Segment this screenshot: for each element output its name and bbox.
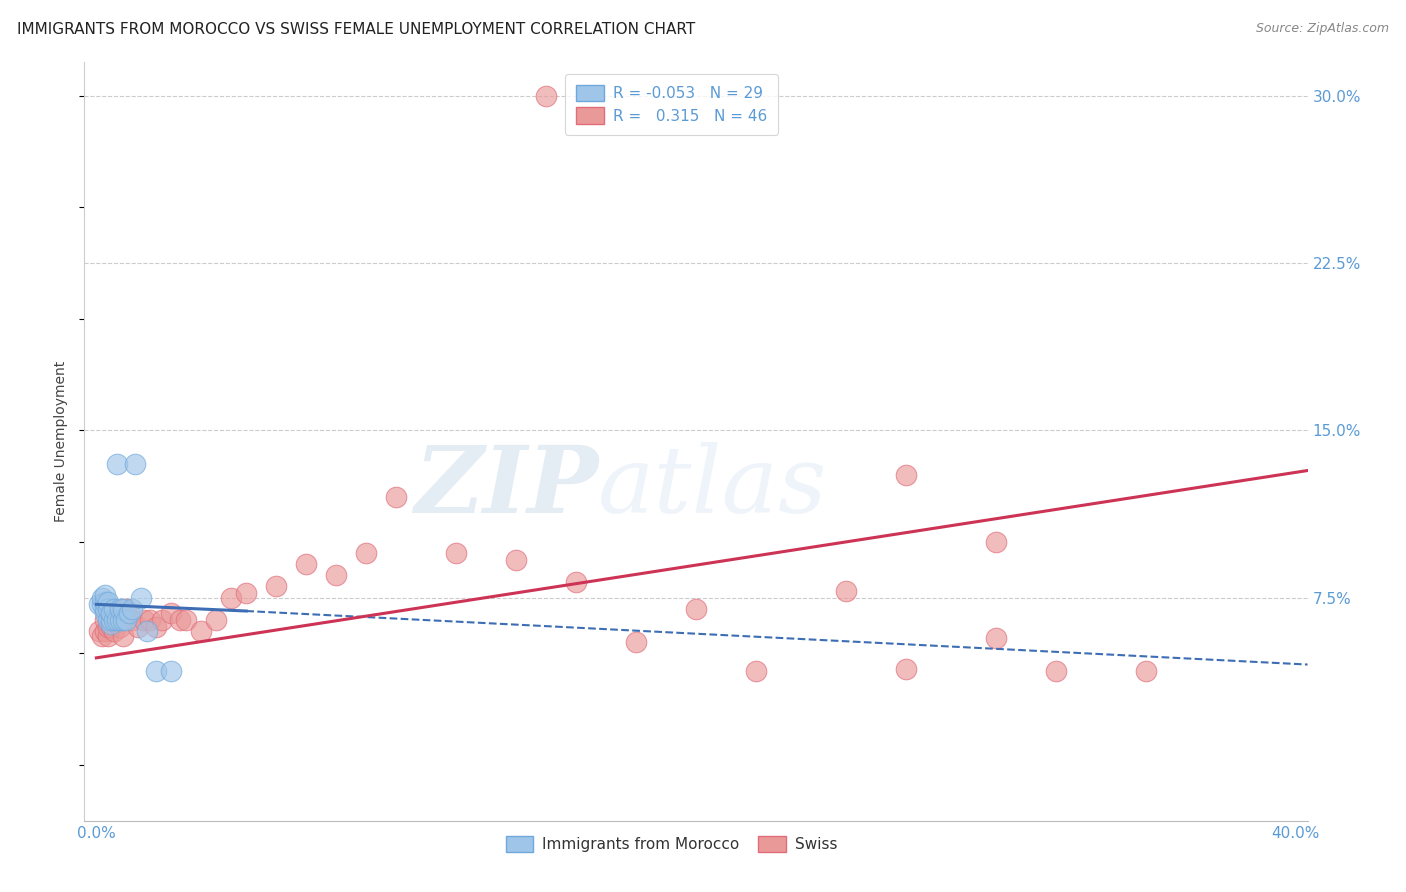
Point	[94, 624, 117, 639]
Point	[94, 613, 117, 627]
Point	[94, 607, 117, 621]
Point	[105, 613, 128, 627]
Point	[160, 607, 183, 621]
Point	[121, 613, 143, 627]
Point	[97, 628, 120, 642]
Point	[205, 613, 228, 627]
Point	[134, 613, 156, 627]
Point	[534, 89, 557, 103]
Y-axis label: Female Unemployment: Female Unemployment	[55, 361, 69, 522]
Point	[97, 613, 120, 627]
Point	[97, 619, 120, 633]
Point	[169, 613, 191, 627]
Point	[444, 546, 467, 560]
Point	[105, 457, 128, 471]
Point	[984, 631, 1007, 645]
Point	[124, 457, 146, 471]
Point	[103, 601, 125, 615]
Point	[894, 662, 917, 676]
Point	[110, 601, 132, 615]
Point	[115, 601, 138, 615]
Point	[115, 613, 138, 627]
Text: IMMIGRANTS FROM MOROCCO VS SWISS FEMALE UNEMPLOYMENT CORRELATION CHART: IMMIGRANTS FROM MOROCCO VS SWISS FEMALE …	[17, 22, 695, 37]
Point	[145, 619, 167, 633]
Point	[295, 557, 318, 572]
Point	[131, 591, 153, 605]
Point	[94, 601, 117, 615]
Point	[91, 598, 114, 612]
Point	[112, 601, 135, 615]
Point	[118, 607, 141, 621]
Point	[100, 617, 122, 632]
Text: Source: ZipAtlas.com: Source: ZipAtlas.com	[1256, 22, 1389, 36]
Point	[105, 613, 128, 627]
Point	[894, 467, 917, 482]
Point	[264, 580, 287, 594]
Text: atlas: atlas	[598, 442, 828, 532]
Point	[112, 613, 135, 627]
Legend: Immigrants from Morocco, Swiss: Immigrants from Morocco, Swiss	[499, 830, 844, 858]
Point	[160, 664, 183, 679]
Point	[100, 619, 122, 633]
Text: ZIP: ZIP	[413, 442, 598, 532]
Point	[112, 628, 135, 642]
Point	[1045, 664, 1067, 679]
Point	[235, 586, 257, 600]
Point	[685, 601, 707, 615]
Point	[325, 568, 347, 582]
Point	[624, 635, 647, 649]
Point	[505, 552, 527, 567]
Point	[103, 613, 125, 627]
Point	[103, 624, 125, 639]
Point	[190, 624, 212, 639]
Point	[835, 584, 858, 599]
Point	[174, 613, 197, 627]
Point	[100, 607, 122, 621]
Point	[145, 664, 167, 679]
Point	[100, 613, 122, 627]
Point	[1135, 664, 1157, 679]
Point	[745, 664, 768, 679]
Point	[385, 491, 408, 505]
Point	[110, 613, 132, 627]
Point	[94, 589, 117, 603]
Point	[89, 598, 111, 612]
Point	[97, 601, 120, 615]
Point	[97, 595, 120, 609]
Point	[139, 613, 162, 627]
Point	[984, 534, 1007, 549]
Point	[100, 613, 122, 627]
Point	[110, 619, 132, 633]
Point	[91, 628, 114, 642]
Point	[354, 546, 377, 560]
Point	[103, 613, 125, 627]
Point	[94, 595, 117, 609]
Point	[89, 624, 111, 639]
Point	[136, 624, 159, 639]
Point	[150, 613, 173, 627]
Point	[91, 591, 114, 605]
Point	[127, 619, 149, 633]
Point	[219, 591, 242, 605]
Point	[121, 601, 143, 615]
Point	[565, 574, 588, 589]
